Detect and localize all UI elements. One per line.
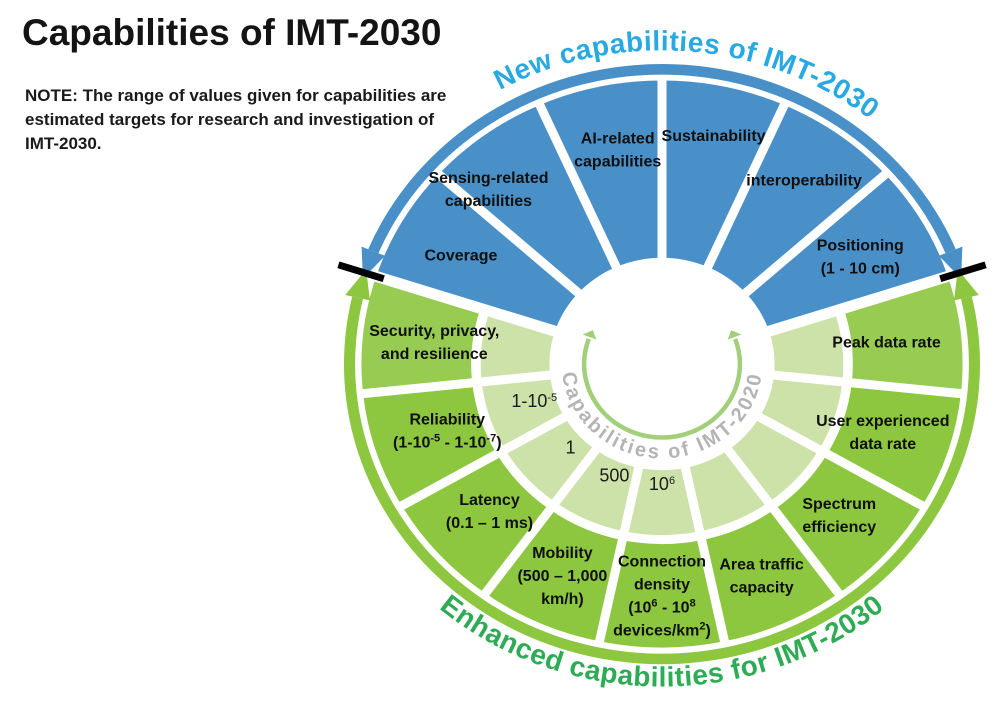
imt2020-ring-segment-3 bbox=[685, 449, 769, 532]
green-band-arrow-right bbox=[954, 269, 979, 301]
imt2020-value-3: 106 bbox=[649, 474, 675, 494]
wedge-separator bbox=[735, 170, 889, 303]
enhanced-capability-label-7: (1-10-5 - 1-10-7) bbox=[393, 432, 502, 451]
green-band-arrow-left bbox=[345, 269, 370, 301]
wedge-separator bbox=[594, 458, 645, 644]
enhanced-capability-label-6: (0.1 – 1 ms) bbox=[446, 515, 533, 532]
enhanced-capability-label-5: (500 – 1,000 bbox=[517, 568, 607, 585]
enhanced-capability-label-5: km/h) bbox=[541, 591, 584, 608]
wedge-separator bbox=[758, 270, 951, 340]
wedge-separator bbox=[481, 440, 605, 597]
wedge-separator bbox=[679, 458, 730, 644]
enhanced-capability-label-3: capacity bbox=[730, 580, 794, 597]
enhanced-capability-wedge-4 bbox=[599, 540, 725, 648]
imt2020-ring-segment-1 bbox=[758, 375, 843, 450]
wedge-separator bbox=[361, 369, 560, 399]
enhanced-capability-label-4: devices/km2) bbox=[613, 621, 711, 640]
new-capability-label-1: capabilities bbox=[445, 193, 532, 210]
new-capability-wedge-5 bbox=[740, 174, 948, 334]
enhanced-capability-label-6: Latency bbox=[459, 492, 520, 509]
enhanced-capability-label-8: Security, privacy, bbox=[369, 323, 499, 340]
imt2020-ring-segment-4 bbox=[624, 467, 700, 536]
imt2020-arc-arrow-right bbox=[727, 330, 742, 340]
enhanced-capability-label-2: Spectrum bbox=[802, 496, 876, 513]
new-capability-label-1: Sensing-related bbox=[428, 170, 548, 187]
note-text: NOTE: The range of values given for capa… bbox=[25, 86, 447, 154]
enhanced-capability-label-8: and resilience bbox=[381, 346, 488, 363]
enhanced-capability-label-4: Connection bbox=[618, 554, 706, 571]
new-capability-wedge-2 bbox=[539, 80, 662, 274]
enhanced-capability-wedge-7 bbox=[363, 382, 497, 506]
wedge-separator bbox=[398, 408, 575, 511]
new-capability-label-2: capabilities bbox=[574, 154, 661, 171]
enhanced-capability-wedge-0 bbox=[843, 276, 963, 394]
enhanced-capability-wedge-1 bbox=[827, 382, 961, 506]
imt2020-ring-segment-7 bbox=[481, 375, 566, 450]
enhanced-capability-wedge-5 bbox=[485, 509, 623, 642]
new-capability-label-3: Sustainability bbox=[662, 128, 766, 145]
imt2020-ring-segment-5 bbox=[555, 449, 639, 532]
wedge-separator bbox=[719, 440, 843, 597]
junction-tick-left bbox=[337, 261, 385, 283]
junction-tick-right bbox=[939, 261, 987, 283]
wedge-separator bbox=[699, 102, 789, 277]
page-title: Capabilities of IMT-2030 bbox=[22, 12, 442, 53]
imt2020-value-2: 500 bbox=[599, 465, 629, 485]
new-capability-wedge-3 bbox=[662, 80, 785, 274]
imt2020-value-0: 1-10-5 bbox=[511, 391, 557, 411]
wedge-separator bbox=[435, 170, 589, 303]
imt2020-arc-arrow-left bbox=[582, 330, 597, 340]
new-capability-label-0: Coverage bbox=[424, 248, 497, 265]
enhanced-capability-label-1: data rate bbox=[849, 436, 916, 453]
new-capability-wedge-0 bbox=[376, 174, 584, 334]
enhanced-capability-label-2: efficiency bbox=[802, 519, 876, 536]
wedge-separator bbox=[764, 369, 963, 399]
enhanced-capability-label-0: Peak data rate bbox=[832, 335, 941, 352]
enhanced-capability-label-3: Area traffic bbox=[719, 557, 804, 574]
imt2020-value-1: 1 bbox=[565, 437, 575, 457]
wedge-separator bbox=[535, 102, 625, 277]
new-capability-label-5: Positioning bbox=[817, 238, 904, 255]
new-capability-label-5: (1 - 10 cm) bbox=[821, 261, 900, 278]
enhanced-capability-label-4: (106 - 108 bbox=[628, 598, 695, 617]
enhanced-capability-label-5: Mobility bbox=[532, 545, 593, 562]
new-capability-label-2: AI-related bbox=[581, 131, 655, 148]
new-capability-wedge-4 bbox=[704, 105, 886, 298]
wedge-separator bbox=[749, 408, 926, 511]
new-capability-label-4: interoperability bbox=[746, 173, 862, 190]
enhanced-capability-wedge-8 bbox=[361, 276, 481, 394]
imt2020-arc bbox=[581, 338, 743, 440]
enhanced-capability-wedge-3 bbox=[701, 509, 839, 642]
enhanced-capability-label-1: User experienced bbox=[816, 413, 949, 430]
enhanced-capability-label-4: density bbox=[634, 577, 690, 594]
wedge-separator bbox=[373, 270, 566, 340]
enhanced-capability-label-7: Reliability bbox=[409, 411, 485, 428]
new-capability-wedge-1 bbox=[438, 105, 620, 298]
